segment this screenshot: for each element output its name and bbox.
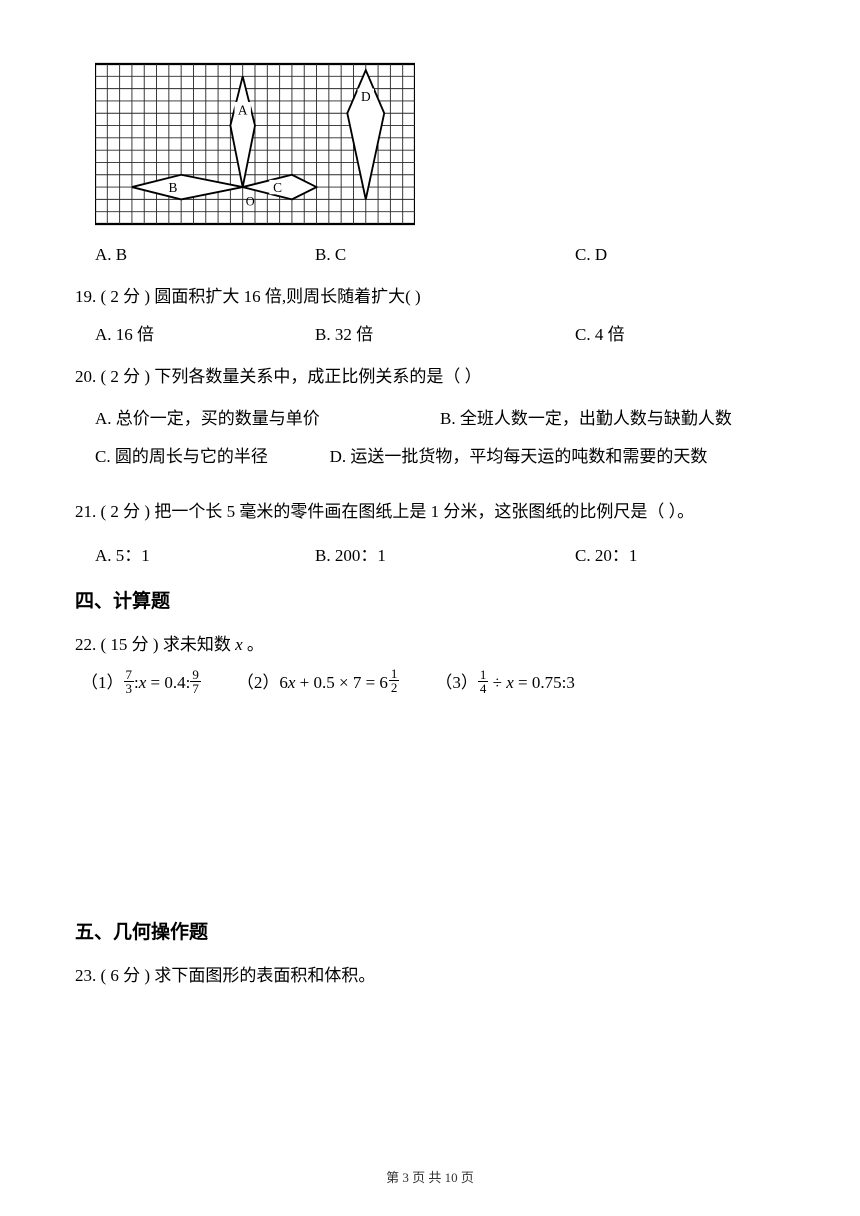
eq2-mid: + 0.5 × 7 = [295, 673, 379, 692]
svg-text:B: B [169, 180, 178, 195]
q19-text: 19. ( 2 分 ) 圆面积扩大 16 倍,则周长随着扩大( ) [75, 283, 785, 310]
q19-opt-c: C. 4 倍 [575, 320, 785, 345]
grid-svg: A B C D O [95, 60, 415, 228]
q18-opt-b: B. C [315, 245, 575, 265]
q20-text: 20. ( 2 分 ) 下列各数量关系中，成正比例关系的是（ ） [75, 363, 785, 390]
page-footer: 第 3 页 共 10 页 [0, 1167, 860, 1186]
eq2-lhs: 6 [279, 673, 288, 692]
q22-eq2: （2）6x + 0.5 × 7 = 612 [237, 668, 400, 698]
eq2-mixed: 612 [379, 669, 399, 696]
eq3-frac: 14 [478, 668, 489, 695]
q22-eq3: （3）14 ÷ x = 0.75:3 [435, 668, 574, 698]
eq1-frac1: 73 [124, 668, 135, 695]
q20-opt-a: A. 总价一定，买的数量与单价 [95, 400, 440, 437]
q22-prefix: 22. ( 15 分 ) 求未知数 [75, 635, 235, 654]
q20-opt-c: C. 圆的周长与它的半径 [95, 438, 330, 475]
q19-options: A. 16 倍 B. 32 倍 C. 4 倍 [95, 320, 785, 345]
q21-opt-b: B. 200：1 [315, 541, 575, 566]
eq2-prefix: （2） [237, 673, 280, 692]
eq1-frac2: 97 [190, 668, 201, 695]
q20-opt-b: B. 全班人数一定，出勤人数与缺勤人数 [440, 400, 785, 437]
eq1-eq: = 0.4: [146, 673, 190, 692]
section-5-title: 五、几何操作题 [75, 917, 785, 944]
q21-text: 21. ( 2 分 ) 把一个长 5 毫米的零件画在图纸上是 1 分米，这张图纸… [75, 493, 785, 530]
q20-opt-d: D. 运送一批货物，平均每天运的吨数和需要的天数 [330, 438, 785, 475]
q22-tail: 。 [243, 635, 264, 654]
svg-text:O: O [246, 195, 255, 209]
eq3-prefix: （3） [435, 673, 478, 692]
q18-options: A. B B. C C. D [95, 245, 785, 265]
eq3-var: x [506, 673, 514, 692]
q23-text: 23. ( 6 分 ) 求下面图形的表面积和体积。 [75, 962, 785, 989]
q22-text: 22. ( 15 分 ) 求未知数 x 。 [75, 631, 785, 658]
q21-options: A. 5：1 B. 200：1 C. 20：1 [95, 541, 785, 566]
eq3-div: ÷ [488, 673, 506, 692]
q18-opt-c: C. D [575, 245, 785, 265]
q21-opt-a: A. 5：1 [95, 541, 315, 566]
q22-equations: （1）73:x = 0.4:97 （2）6x + 0.5 × 7 = 612 （… [81, 668, 785, 698]
section-4-title: 四、计算题 [75, 586, 785, 613]
q22-var: x [235, 635, 243, 654]
q20-options: A. 总价一定，买的数量与单价 B. 全班人数一定，出勤人数与缺勤人数 C. 圆… [95, 400, 785, 475]
svg-text:D: D [361, 89, 371, 104]
q19-opt-a: A. 16 倍 [95, 320, 315, 345]
svg-text:A: A [238, 102, 248, 117]
q18-figure: A B C D O [95, 60, 785, 233]
q22-eq1: （1）73:x = 0.4:97 [81, 668, 201, 698]
q18-opt-a: A. B [95, 245, 315, 265]
eq1-prefix: （1） [81, 673, 124, 692]
q19-opt-b: B. 32 倍 [315, 320, 575, 345]
q21-opt-c: C. 20：1 [575, 541, 785, 566]
eq3-tail: = 0.75:3 [514, 673, 575, 692]
svg-text:C: C [273, 180, 282, 195]
